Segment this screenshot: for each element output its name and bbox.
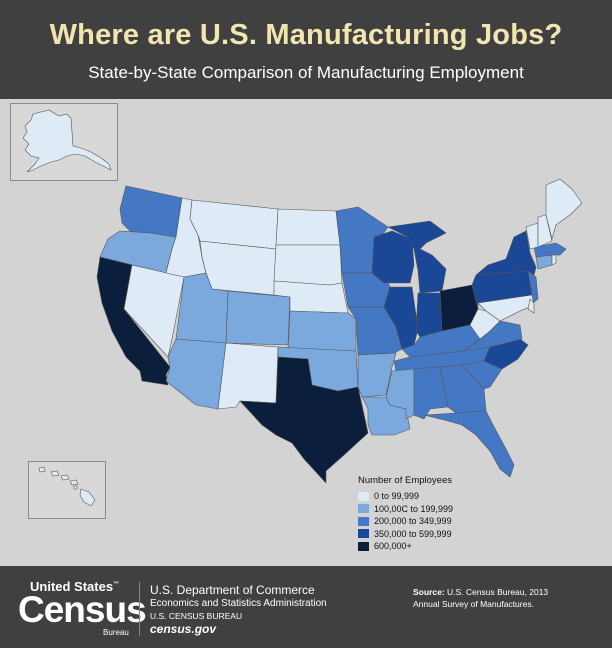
source-text-2: Annual Survey of Manufactures.: [413, 599, 534, 609]
legend-swatch: [358, 529, 369, 538]
legend: Number of Employees 0 to 99,999 100,00C …: [358, 475, 518, 553]
website-link[interactable]: census.gov: [150, 622, 217, 636]
census-logo-wordmark: Census: [18, 589, 147, 630]
bureau-name: U.S. CENSUS BUREAU: [150, 611, 243, 621]
state-fl: [423, 410, 515, 478]
page-subtitle: State-by-State Comparison of Manufacturi…: [88, 63, 524, 82]
state-ak: [22, 109, 112, 173]
legend-swatch: [358, 491, 369, 501]
legend-label: 350,000 to 599,999: [374, 528, 452, 539]
legend-label: 600,000+: [374, 541, 412, 551]
state-de: [527, 298, 535, 314]
state-nh: [537, 214, 553, 248]
census-logo-top: United States™: [30, 579, 120, 594]
legend-swatch: [358, 504, 369, 513]
legend-swatch: [358, 516, 369, 526]
legend-label: 100,00C to 199,999: [374, 503, 454, 514]
us-map: [96, 178, 583, 484]
state-ny: [475, 230, 537, 276]
alaska-inset-svg: [22, 109, 112, 173]
header-banner: Where are U.S. Manufacturing Jobs? State…: [0, 0, 612, 99]
legend-swatch: [358, 541, 369, 551]
census-logo-bureau: Bureau: [103, 628, 129, 637]
source-label: Source:: [413, 587, 445, 597]
state-wi: [371, 230, 415, 284]
state-ma: [533, 242, 567, 258]
footer: United States™ Census Bureau U.S. Depart…: [0, 566, 612, 648]
alaska-inset: [10, 103, 118, 181]
state-co: [225, 290, 291, 346]
state-mi: [387, 220, 447, 294]
legend-label: 200,000 to 349,999: [374, 516, 452, 526]
hawaii-inset: [28, 461, 106, 519]
legend-item: 0 to 99,999: [358, 490, 518, 502]
state-hi: [38, 466, 96, 507]
state-ks: [287, 310, 357, 352]
legend-item: 200,000 to 349,999: [358, 515, 518, 527]
state-az: [165, 338, 227, 410]
state-me: [545, 178, 583, 240]
map-area: Number of Employees 0 to 99,999 100,00C …: [0, 99, 612, 566]
state-nm: [217, 342, 279, 410]
state-ar: [357, 352, 397, 398]
state-ri: [551, 254, 557, 266]
legend-item: 600,000+: [358, 540, 518, 552]
hawaii-inset-svg: [38, 466, 96, 507]
state-nj: [527, 270, 539, 306]
legend-item: 100,00C to 199,999: [358, 503, 518, 515]
source-note: Source: U.S. Census Bureau, 2013 Annual …: [413, 586, 548, 610]
state-sc: [461, 360, 503, 390]
legend-title: Number of Employees: [358, 475, 452, 486]
source-text: U.S. Census Bureau, 2013: [447, 587, 549, 597]
state-wa: [119, 185, 183, 238]
state-ct: [535, 254, 553, 270]
state-in: [415, 292, 443, 338]
page-title: Where are U.S. Manufacturing Jobs?: [49, 19, 563, 51]
legend-label: 0 to 99,999: [374, 491, 420, 501]
administration-name: Economics and Statistics Administration: [150, 598, 327, 609]
state-sd: [273, 244, 343, 286]
footer-divider: [139, 582, 140, 636]
department-name: U.S. Department of Commerce: [150, 583, 315, 597]
state-tx: [239, 356, 369, 484]
legend-item: 350,000 to 599,999: [358, 528, 518, 540]
state-nd: [275, 208, 341, 246]
